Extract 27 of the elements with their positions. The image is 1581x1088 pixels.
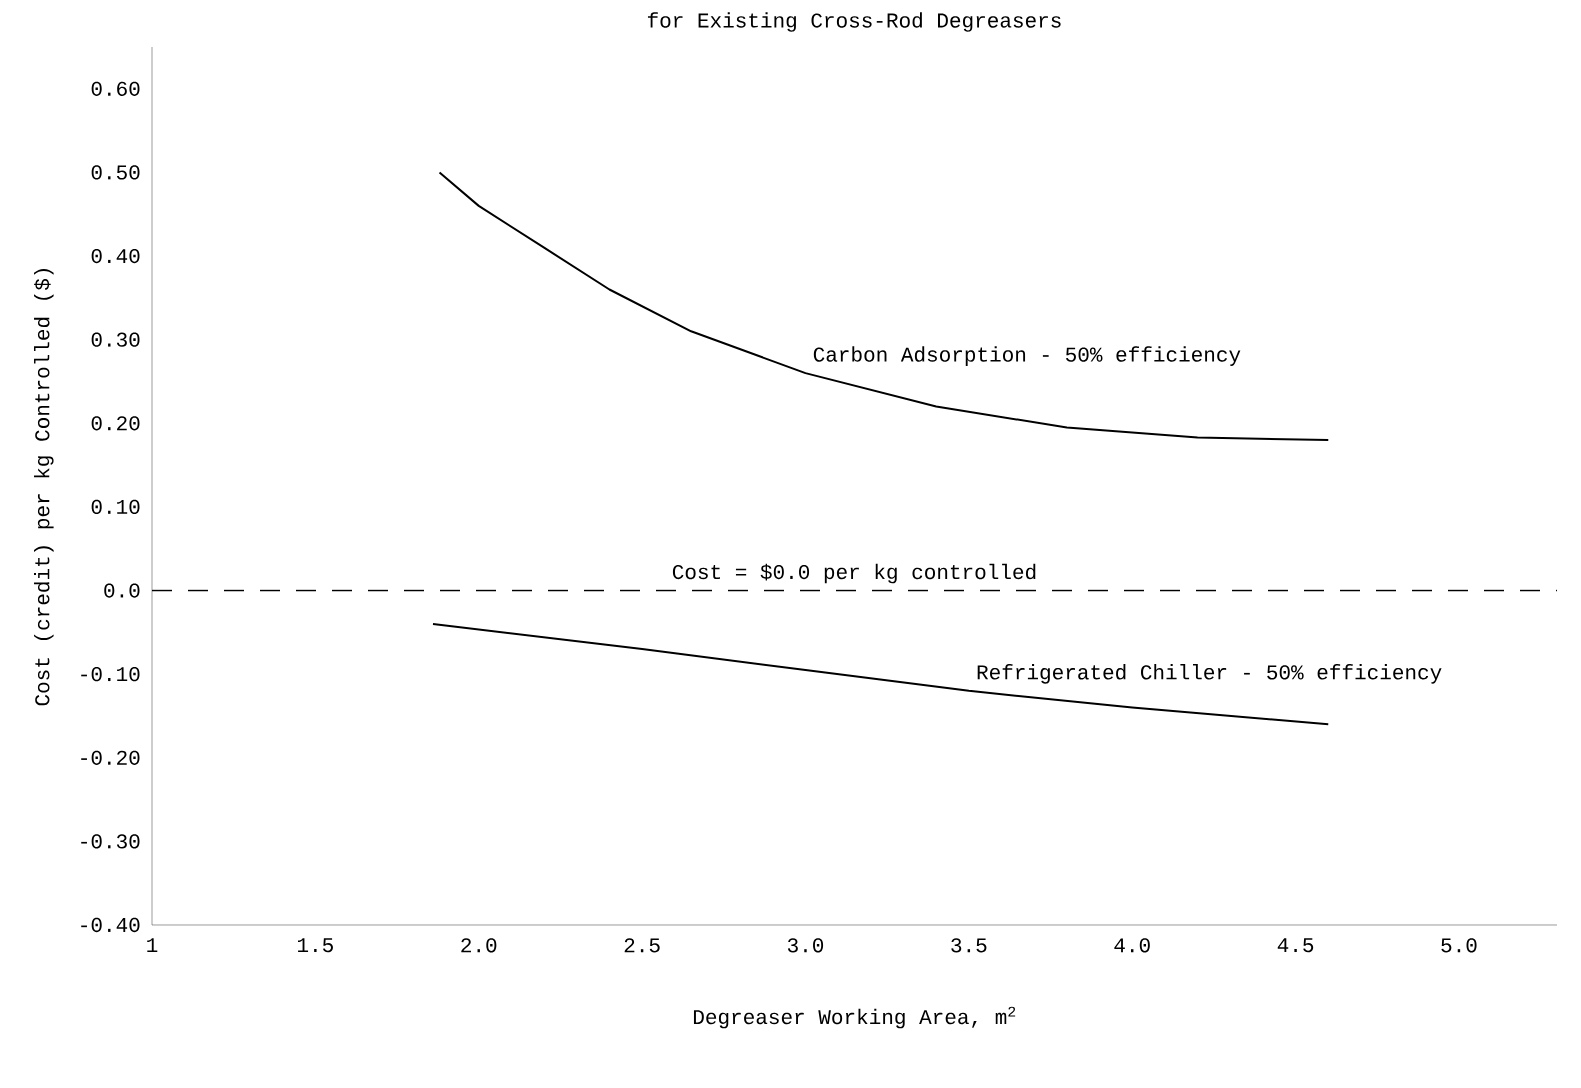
y-tick-label: 0.40 (91, 248, 140, 264)
series-label: Carbon Adsorption - 50% efficiency (813, 346, 1241, 366)
y-tick-label: 0.30 (91, 332, 140, 347)
x-tick-label: 1.5 (297, 938, 333, 953)
y-tick-label: 0.0 (104, 583, 140, 598)
x-tick-label: 4.5 (1277, 938, 1314, 953)
series-label: Refrigerated Chiller - 50% efficiency (977, 664, 1442, 684)
y-tick-label: -0.40 (81, 917, 140, 933)
y-tick-label: -0.20 (81, 750, 140, 765)
y-tick-label: 0.10 (91, 499, 140, 515)
chart-title: for Existing Cross-Rod Degreasers (647, 12, 1061, 32)
x-tick-label: 4.0 (1114, 938, 1150, 953)
y-tick-label: 0.50 (91, 165, 140, 180)
y-tick-label: 0.20 (91, 416, 140, 431)
x-axis-title: Degreaser Working Area, m$^{2}$ (693, 1006, 1016, 1029)
y-tick-label: 0.60 (91, 81, 140, 96)
y-tick-label: -0.30 (81, 834, 140, 849)
y-axis-title: Cost (credit) per kg Controlled ($) (34, 269, 54, 706)
y-tick-label: -0.10 (81, 667, 140, 682)
ref-line-label: Cost = $0.0 per kg controlled (672, 563, 1036, 584)
line-series (438, 171, 1330, 441)
x-tick-label: 5.0 (1441, 938, 1477, 953)
x-tick-label: 2.5 (624, 938, 660, 953)
x-tick-label: 3.0 (787, 938, 824, 953)
x-tick-label: 2.0 (461, 938, 497, 953)
x-tick-label: 3.5 (951, 938, 987, 953)
x-tick-label: 1 (147, 938, 158, 953)
